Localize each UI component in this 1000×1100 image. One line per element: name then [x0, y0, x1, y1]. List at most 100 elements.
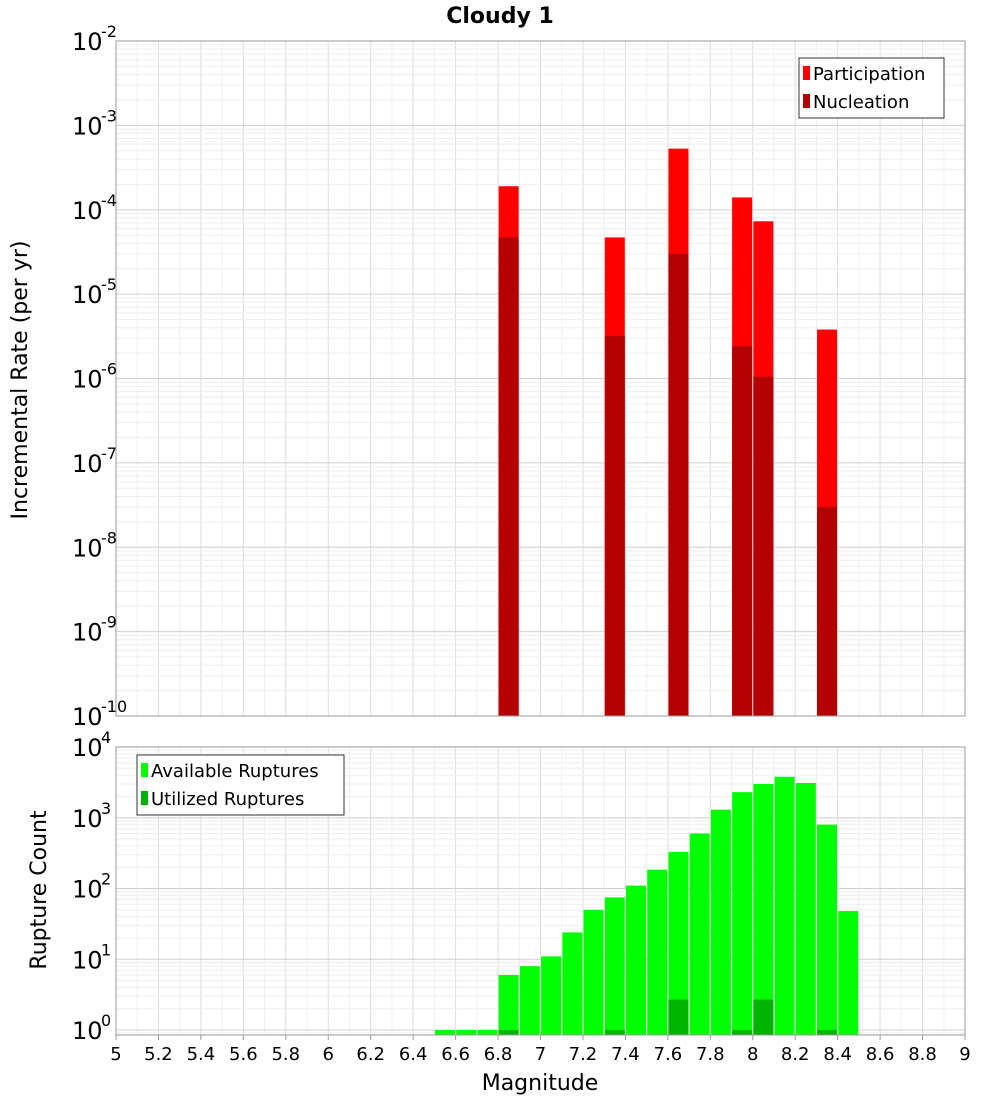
y-tick-label: 10 [72, 946, 103, 974]
y-tick-label: 10 [72, 281, 103, 309]
x-tick-label: 5.8 [271, 1044, 300, 1065]
magnitude-axis-label: Magnitude [482, 1071, 599, 1096]
y-tick-exponent: 3 [101, 799, 111, 818]
bar-available-ruptures [456, 1030, 477, 1035]
legend-swatch [141, 791, 148, 805]
y-tick-exponent: 4 [101, 728, 111, 747]
legend-box [136, 754, 345, 816]
bar-overlay-utilized-ruptures [604, 1030, 625, 1035]
x-tick-label: 6.8 [484, 1044, 513, 1065]
x-tick-label: 8.8 [908, 1044, 937, 1065]
bar-overlay-utilized-ruptures [753, 999, 774, 1035]
bar-available-ruptures [583, 909, 604, 1035]
bar-available-ruptures [689, 833, 710, 1035]
y-tick-label: 10 [72, 619, 103, 647]
bar-available-ruptures [838, 911, 859, 1035]
rate-panel: 10-1010-910-810-710-610-510-410-310-2Par… [72, 22, 966, 731]
bar-available-ruptures [541, 956, 562, 1035]
bar-available-ruptures [753, 783, 774, 1035]
legend-entry: Participation [813, 64, 925, 85]
plot-border [115, 40, 966, 717]
x-tick-label: 8 [747, 1044, 758, 1065]
bar-available-ruptures [434, 1030, 455, 1035]
legend-swatch [803, 66, 810, 80]
y-tick-label: 10 [72, 366, 103, 394]
x-tick-label: 7.8 [696, 1044, 725, 1065]
legend-entry: Nucleation [813, 92, 909, 113]
y-tick-exponent: -3 [101, 106, 117, 125]
y-tick-exponent: 0 [101, 1011, 111, 1030]
bar-available-ruptures [710, 809, 731, 1035]
chart-title: Cloudy 1 [446, 4, 554, 29]
legend-box [798, 57, 945, 119]
bar-overlay-nucleation [732, 346, 753, 716]
x-tick-label: 9 [959, 1044, 970, 1065]
bar-overlay-utilized-ruptures [668, 999, 689, 1035]
x-tick-label: 6 [323, 1044, 334, 1065]
y-tick-label: 10 [72, 876, 103, 904]
x-tick-label: 5.4 [187, 1044, 216, 1065]
legend-entry: Utilized Ruptures [151, 789, 304, 810]
y-tick-label: 10 [72, 1017, 103, 1045]
y-tick-exponent: -7 [101, 444, 117, 463]
y-tick-exponent: 2 [101, 870, 111, 889]
y-tick-label: 10 [72, 703, 103, 731]
bar-available-ruptures [626, 885, 647, 1035]
x-tick-label: 5 [110, 1044, 121, 1065]
bar-available-ruptures [817, 824, 838, 1035]
bar-overlay-utilized-ruptures [732, 1030, 753, 1035]
bar-overlay-nucleation [498, 237, 519, 716]
y-tick-label: 10 [72, 734, 103, 762]
bar-available-ruptures [732, 792, 753, 1035]
count-axis-label: Rupture Count [27, 810, 52, 970]
x-tick-label: 7.4 [611, 1044, 640, 1065]
legend-swatch [803, 94, 810, 108]
y-tick-exponent: -6 [101, 360, 117, 379]
x-tick-label: 6.2 [356, 1044, 385, 1065]
x-tick-label: 8.4 [823, 1044, 852, 1065]
legend-entry: Available Ruptures [151, 761, 319, 782]
y-tick-exponent: -4 [101, 191, 117, 210]
bar-overlay-utilized-ruptures [817, 1030, 838, 1035]
y-tick-exponent: -2 [101, 22, 117, 41]
y-tick-label: 10 [72, 805, 103, 833]
bar-available-ruptures [668, 851, 689, 1035]
y-tick-exponent: -10 [101, 697, 127, 716]
bar-available-ruptures [498, 974, 519, 1035]
legend-swatch [141, 763, 148, 777]
y-tick-exponent: -8 [101, 528, 117, 547]
legend: Participation Nucleation [798, 57, 945, 119]
x-tick-label: 5.2 [144, 1044, 173, 1065]
rate-axis-label: Incremental Rate (per yr) [8, 241, 33, 520]
y-tick-label: 10 [72, 28, 103, 56]
x-tick-label: 6.4 [399, 1044, 428, 1065]
x-tick-label: 7 [535, 1044, 546, 1065]
y-tick-exponent: 1 [101, 940, 111, 959]
legend: Available Ruptures Utilized Ruptures [136, 754, 345, 816]
bar-overlay-nucleation [817, 506, 838, 716]
x-tick-label: 5.6 [229, 1044, 258, 1065]
bar-available-ruptures [774, 776, 795, 1035]
y-tick-exponent: -5 [101, 275, 117, 294]
bar-available-ruptures [562, 932, 583, 1035]
y-tick-label: 10 [72, 197, 103, 225]
bar-available-ruptures [604, 897, 625, 1035]
bar-overlay-nucleation [753, 376, 774, 716]
y-tick-exponent: -9 [101, 613, 117, 632]
bar-available-ruptures [519, 966, 540, 1035]
x-tick-label: 8.2 [781, 1044, 810, 1065]
bar-available-ruptures [477, 1030, 498, 1035]
x-tick-label: 7.6 [654, 1044, 683, 1065]
y-tick-label: 10 [72, 534, 103, 562]
bar-available-ruptures [795, 782, 816, 1035]
x-tick-label: 7.2 [569, 1044, 598, 1065]
x-tick-label: 8.6 [866, 1044, 895, 1065]
y-tick-label: 10 [72, 112, 103, 140]
bar-overlay-utilized-ruptures [498, 1030, 519, 1035]
y-tick-label: 10 [72, 450, 103, 478]
bar-overlay-nucleation [604, 335, 625, 716]
bar-available-ruptures [647, 869, 668, 1035]
bar-overlay-nucleation [668, 253, 689, 716]
